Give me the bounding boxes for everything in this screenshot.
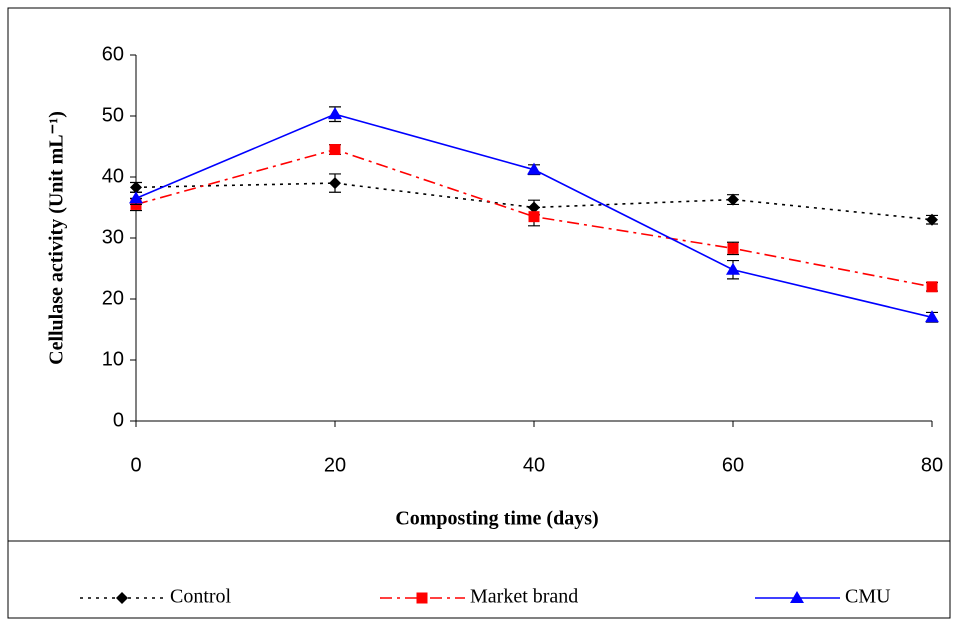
data-point: [926, 281, 938, 293]
x-tick-label: 80: [921, 454, 943, 476]
y-tick-label: 30: [102, 226, 124, 248]
y-tick-label: 10: [102, 348, 124, 370]
x-tick-label: 40: [523, 454, 545, 476]
y-axis-title: Cellulase activity (Unit mL⁻¹): [46, 111, 68, 365]
series-line: [135, 148, 933, 288]
series-line: [135, 182, 933, 221]
x-tick-label: 0: [130, 454, 141, 476]
data-point: [726, 262, 740, 275]
legend-label: Market brand: [470, 586, 578, 608]
legend-label: CMU: [845, 586, 891, 608]
y-tick-label: 60: [102, 43, 124, 65]
y-tick-label: 0: [113, 409, 124, 431]
data-point: [130, 181, 142, 194]
legend-marker: [416, 592, 428, 604]
legend-marker: [116, 592, 128, 604]
data-point: [727, 193, 739, 206]
chart-frame: [7, 7, 951, 619]
data-point: [328, 107, 342, 120]
y-tick-label: 50: [102, 104, 124, 126]
data-point: [129, 191, 143, 204]
data-point: [925, 310, 939, 323]
x-axis-title: Composting time (days): [395, 508, 598, 530]
data-point: [527, 162, 541, 175]
x-tick-label: 20: [324, 454, 346, 476]
data-point: [926, 213, 938, 226]
y-tick-label: 20: [102, 287, 124, 309]
data-point: [329, 144, 341, 156]
y-tick-label: 40: [102, 165, 124, 187]
data-point: [528, 211, 540, 223]
legend-marker: [790, 591, 804, 603]
x-tick-label: 60: [722, 454, 744, 476]
data-point: [329, 177, 341, 190]
legend-label: Control: [170, 586, 232, 608]
data-point: [727, 242, 739, 254]
